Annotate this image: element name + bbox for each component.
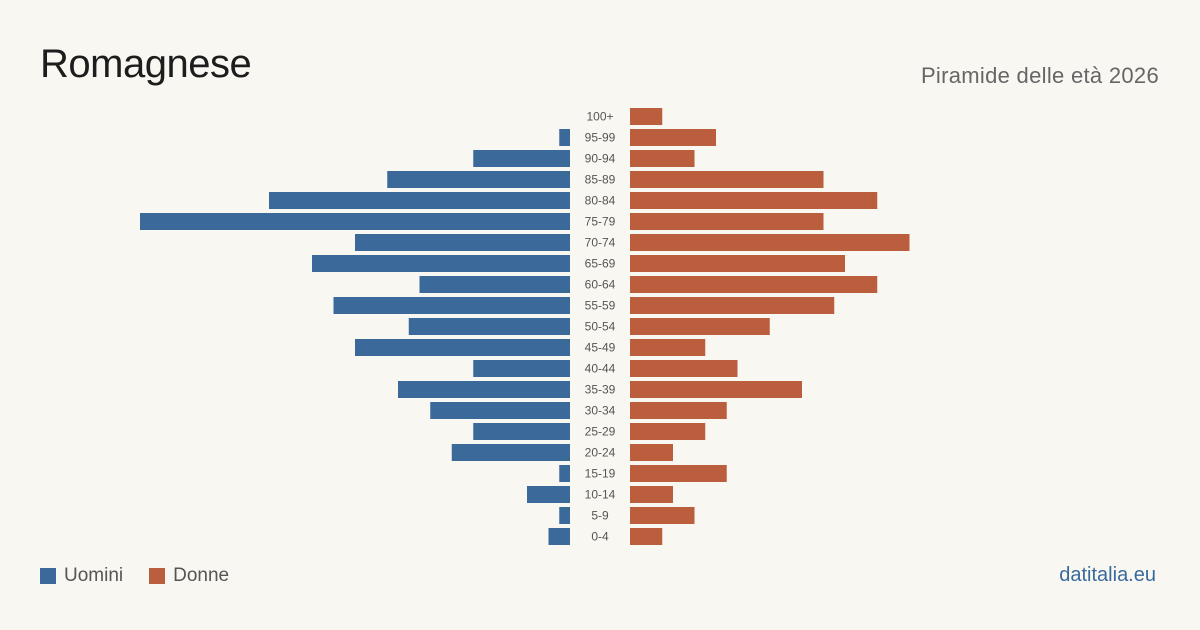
bar-female-95-99 [630,129,716,146]
age-group-label: 0-4 [591,530,609,544]
age-group-label: 55-59 [585,299,616,313]
age-group-label: 100+ [586,110,613,124]
bar-male-30-34 [430,402,570,419]
bar-female-5-9 [630,507,695,524]
bar-female-90-94 [630,150,695,167]
bar-female-75-79 [630,213,824,230]
legend-item-male: Uomini [40,565,123,587]
age-group-label: 35-39 [585,383,616,397]
bar-female-10-14 [630,486,673,503]
bar-male-10-14 [527,486,570,503]
bar-male-0-4 [548,528,570,545]
bar-female-30-34 [630,402,727,419]
bar-female-50-54 [630,318,770,335]
legend-item-female: Donne [149,565,229,587]
age-group-label: 95-99 [585,131,616,145]
legend-label-female: Donne [173,565,230,586]
age-group-label: 85-89 [585,173,616,187]
bar-male-40-44 [473,360,570,377]
age-group-label: 45-49 [585,341,616,355]
brand-link[interactable]: datitalia.eu [1059,564,1156,586]
bar-male-95-99 [559,129,570,146]
age-group-label: 60-64 [585,278,616,292]
age-group-label: 20-24 [585,446,616,460]
bar-female-60-64 [630,276,878,293]
bar-male-75-79 [140,213,570,230]
bar-male-60-64 [419,276,570,293]
age-group-label: 30-34 [585,404,616,418]
legend-swatch-female [149,568,166,584]
bar-female-15-19 [630,465,727,482]
bar-female-25-29 [630,423,706,440]
bar-male-50-54 [408,318,570,335]
age-group-label: 90-94 [585,152,616,166]
bar-female-55-59 [630,297,835,314]
bar-male-55-59 [333,297,570,314]
bar-male-25-29 [473,423,570,440]
legend: Uomini Donne [40,565,255,587]
bar-male-70-74 [355,234,570,251]
bar-male-35-39 [398,381,570,398]
bar-male-80-84 [269,192,570,209]
age-group-label: 70-74 [585,236,616,250]
age-group-label: 50-54 [585,320,616,334]
bar-female-40-44 [630,360,738,377]
legend-label-male: Uomini [64,565,124,586]
bar-female-0-4 [630,528,663,545]
age-group-label: 5-9 [591,509,609,523]
bar-female-80-84 [630,192,878,209]
bar-male-90-94 [473,150,570,167]
bar-female-20-24 [630,444,673,461]
bar-male-85-89 [387,171,570,188]
chart-title: Romagnese [40,42,252,86]
age-group-label: 40-44 [585,362,616,376]
chart-subtitle: Piramide delle età 2026 [920,63,1159,88]
age-group-label: 15-19 [585,467,616,481]
bar-female-45-49 [630,339,706,356]
age-group-label: 25-29 [585,425,616,439]
bar-male-45-49 [355,339,570,356]
legend-swatch-male [40,568,56,584]
bar-female-100+ [630,108,663,125]
bar-male-65-69 [312,255,570,272]
bar-male-5-9 [559,507,570,524]
bar-male-15-19 [559,465,570,482]
age-group-label: 10-14 [585,488,616,502]
bar-female-65-69 [630,255,845,272]
age-group-label: 75-79 [585,215,616,229]
bar-female-35-39 [630,381,802,398]
age-group-label: 65-69 [585,257,616,271]
bar-male-20-24 [451,444,570,461]
bar-female-70-74 [630,234,910,251]
age-group-label: 80-84 [585,194,616,208]
bar-female-85-89 [630,171,824,188]
